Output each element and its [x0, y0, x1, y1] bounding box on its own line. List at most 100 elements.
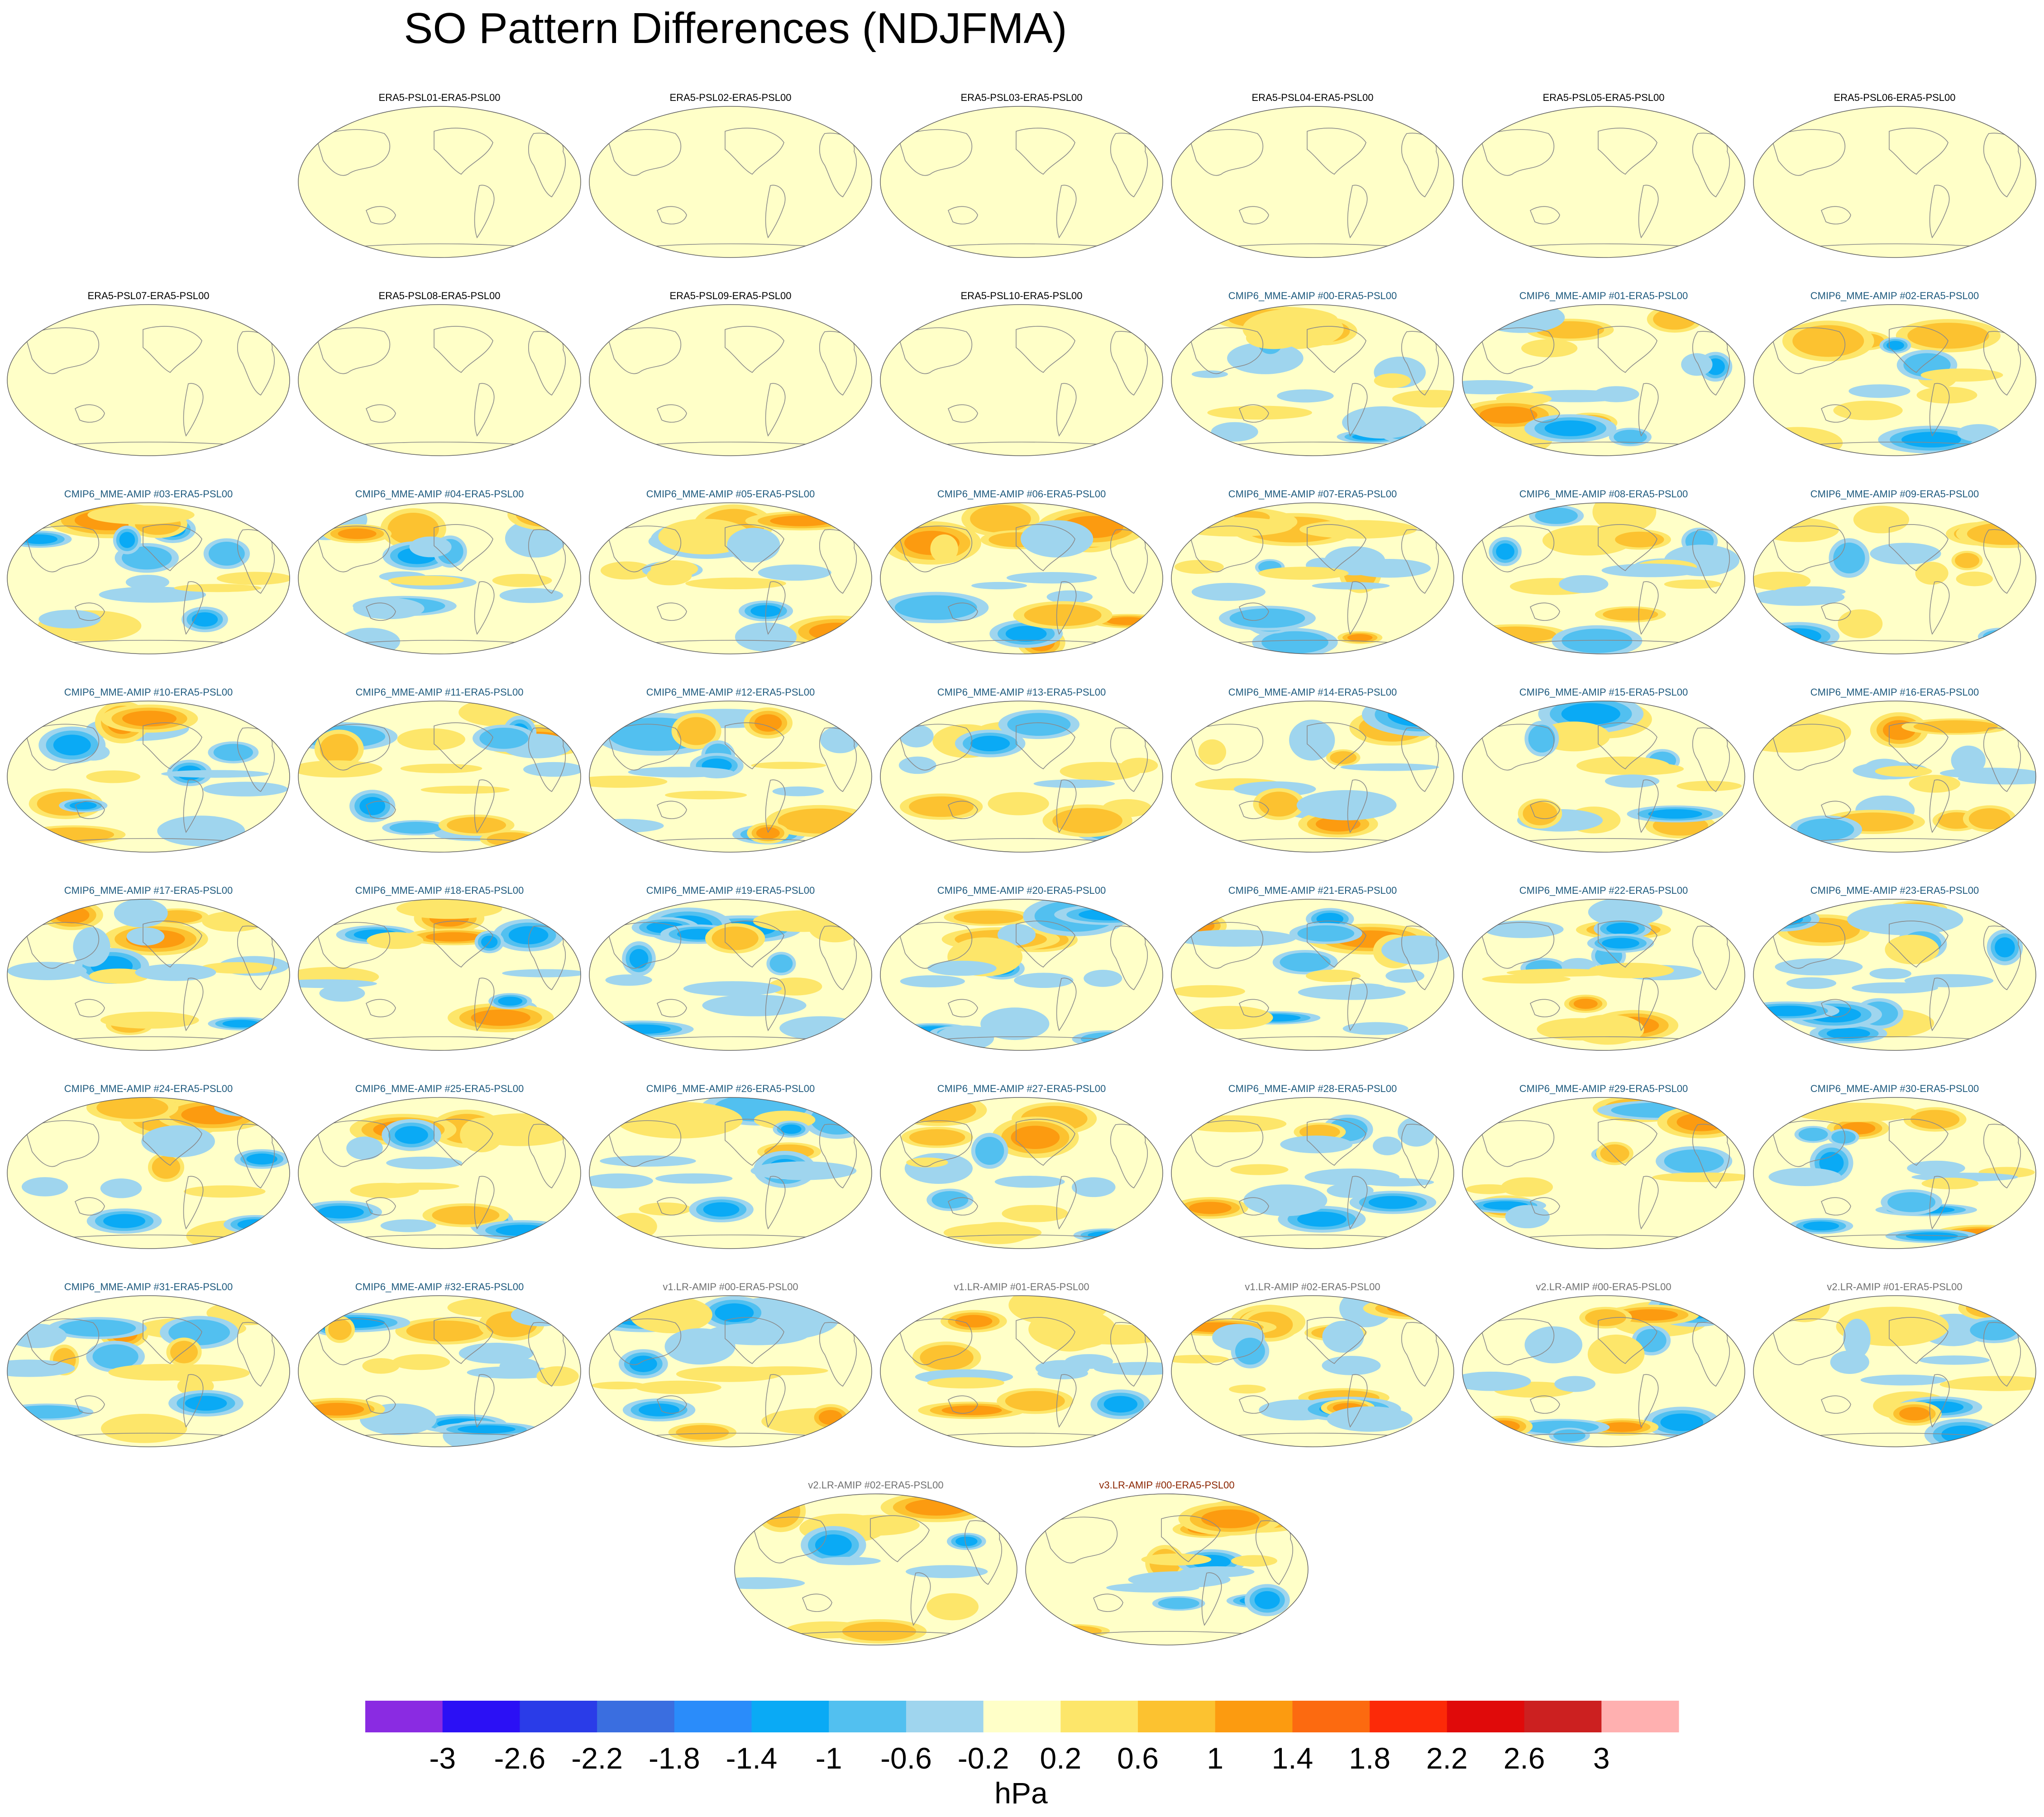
map-border: [880, 106, 1163, 258]
colorbar-swatch: [674, 1701, 752, 1732]
colorbar-tick-label: 1.4: [1272, 1741, 1313, 1775]
panel-title: ERA5-PSL03-ERA5-PSL00: [960, 92, 1082, 103]
panel-title: CMIP6_MME-AMIP #21-ERA5-PSL00: [1228, 885, 1397, 896]
map-panel: ERA5-PSL02-ERA5-PSL00: [589, 92, 872, 258]
colorbar-tick-label: 0.6: [1117, 1741, 1159, 1775]
map-background: [1753, 106, 2036, 258]
anomaly-field: [589, 907, 862, 1040]
panel-title: ERA5-PSL02-ERA5-PSL00: [669, 92, 791, 103]
anomaly-field: [912, 1296, 1163, 1419]
panel-title: CMIP6_MME-AMIP #24-ERA5-PSL00: [64, 1083, 233, 1094]
colorbar-swatch: [1447, 1701, 1525, 1732]
map-border: [880, 1097, 1163, 1249]
map-border: [589, 899, 872, 1051]
panel-title: v3.LR-AMIP #00-ERA5-PSL00: [1099, 1479, 1234, 1491]
map-panel: CMIP6_MME-AMIP #10-ERA5-PSL00: [7, 687, 290, 853]
map-border: [1171, 701, 1454, 853]
panel-title: ERA5-PSL10-ERA5-PSL00: [960, 290, 1082, 301]
map-panel: CMIP6_MME-AMIP #02-ERA5-PSL00: [1753, 290, 2036, 456]
anomaly-field: [7, 899, 289, 1035]
panel-title: ERA5-PSL07-ERA5-PSL00: [87, 290, 209, 301]
map-border: [589, 502, 872, 654]
panel-title: CMIP6_MME-AMIP #15-ERA5-PSL00: [1519, 687, 1688, 698]
map-border: [880, 502, 1163, 654]
panel-title: CMIP6_MME-AMIP #03-ERA5-PSL00: [64, 488, 233, 500]
map-border: [7, 304, 290, 456]
colorbar-swatch: [1138, 1701, 1216, 1732]
colorbar-tick-label: -0.6: [880, 1741, 932, 1775]
map-panel: CMIP6_MME-AMIP #03-ERA5-PSL00: [7, 488, 290, 654]
panel-title: CMIP6_MME-AMIP #00-ERA5-PSL00: [1228, 290, 1397, 301]
map-panel: CMIP6_MME-AMIP #31-ERA5-PSL00: [7, 1281, 290, 1447]
colorbar-swatch: [751, 1701, 829, 1732]
map-panel: ERA5-PSL05-ERA5-PSL00: [1462, 92, 1745, 258]
panel-title: CMIP6_MME-AMIP #20-ERA5-PSL00: [937, 885, 1106, 896]
map-border: [1171, 1295, 1454, 1447]
map-border: [1462, 1295, 1745, 1447]
colorbar-unit-label: hPa: [994, 1776, 1048, 1810]
map-border: [880, 1295, 1163, 1447]
map-border: [7, 1097, 290, 1249]
anomaly-field: [1171, 908, 1452, 1035]
map-border: [298, 701, 581, 853]
map-border: [7, 1295, 290, 1447]
anomaly-field: [1482, 899, 1702, 1045]
colorbar-tick-label: 2.2: [1426, 1741, 1468, 1775]
map-panel: CMIP6_MME-AMIP #17-ERA5-PSL00: [7, 885, 290, 1051]
map-border: [1462, 1097, 1745, 1249]
map-border: [298, 304, 581, 456]
map-border: [1462, 502, 1745, 654]
colorbar-tick-label: -1: [816, 1741, 842, 1775]
panel-title: CMIP6_MME-AMIP #04-ERA5-PSL00: [355, 488, 524, 500]
map-border: [1171, 106, 1454, 258]
anomaly-field: [1191, 306, 1454, 444]
map-panel: CMIP6_MME-AMIP #29-ERA5-PSL00: [1462, 1083, 1745, 1249]
panel-title: CMIP6_MME-AMIP #17-ERA5-PSL00: [64, 885, 233, 896]
map-border: [1025, 1493, 1309, 1645]
panel-title: CMIP6_MME-AMIP #27-ERA5-PSL00: [937, 1083, 1106, 1094]
panel-title: CMIP6_MME-AMIP #11-ERA5-PSL00: [356, 687, 524, 698]
colorbar-swatch: [906, 1701, 984, 1732]
map-panel: CMIP6_MME-AMIP #00-ERA5-PSL00: [1171, 290, 1454, 456]
map-panel: ERA5-PSL08-ERA5-PSL00: [298, 290, 581, 456]
map-border: [589, 106, 872, 258]
map-panel: v1.LR-AMIP #00-ERA5-PSL00: [589, 1281, 872, 1447]
map-panel: CMIP6_MME-AMIP #05-ERA5-PSL00: [589, 488, 872, 654]
map-border: [880, 899, 1163, 1051]
map-border: [1753, 701, 2036, 853]
colorbar: -3 -2.6 -2.2 -1.8 -1.4 -1 -0.6 -0.2 0.2 0.6 1 1.4 1.…: [365, 1701, 1679, 1775]
anomaly-field: [1174, 507, 1431, 654]
map-panel: CMIP6_MME-AMIP #15-ERA5-PSL00: [1462, 687, 1745, 853]
map-border: [1753, 502, 2036, 654]
panel-title: CMIP6_MME-AMIP #14-ERA5-PSL00: [1228, 687, 1397, 698]
colorbar-swatch: [1370, 1701, 1447, 1732]
chart-title: SO Pattern Differences (NDJFMA): [404, 4, 1067, 52]
map-border: [880, 701, 1163, 853]
colorbar-tick-label: 0.2: [1040, 1741, 1081, 1775]
anomaly-field: [735, 1494, 993, 1644]
anomaly-field: [882, 503, 1163, 654]
map-background: [7, 305, 290, 456]
panel-title: CMIP6_MME-AMIP #30-ERA5-PSL00: [1810, 1083, 1979, 1094]
colorbar-tick-label: -3: [429, 1741, 456, 1775]
panel-title: CMIP6_MME-AMIP #06-ERA5-PSL00: [937, 488, 1106, 500]
colorbar-tick-label: -0.2: [958, 1741, 1009, 1775]
map-border: [1171, 899, 1454, 1051]
colorbar-tick-label: 1.8: [1349, 1741, 1390, 1775]
anomaly-field: [7, 503, 290, 642]
map-panel: CMIP6_MME-AMIP #18-ERA5-PSL00: [298, 885, 581, 1051]
panel-title: CMIP6_MME-AMIP #18-ERA5-PSL00: [355, 885, 524, 896]
map-border: [589, 1295, 872, 1447]
colorbar-tick-label: 3: [1593, 1741, 1610, 1775]
map-background: [589, 305, 872, 456]
map-border: [589, 701, 872, 853]
panel-title: CMIP6_MME-AMIP #10-ERA5-PSL00: [64, 687, 233, 698]
map-panel: v2.LR-AMIP #00-ERA5-PSL00: [1462, 1281, 1745, 1447]
map-background: [298, 305, 581, 456]
map-panel: ERA5-PSL03-ERA5-PSL00: [880, 92, 1163, 258]
panel-title: CMIP6_MME-AMIP #31-ERA5-PSL00: [64, 1281, 233, 1292]
map-border: [1753, 106, 2036, 258]
panel-title: CMIP6_MME-AMIP #09-ERA5-PSL00: [1810, 488, 1979, 500]
anomaly-field: [1753, 319, 2003, 456]
